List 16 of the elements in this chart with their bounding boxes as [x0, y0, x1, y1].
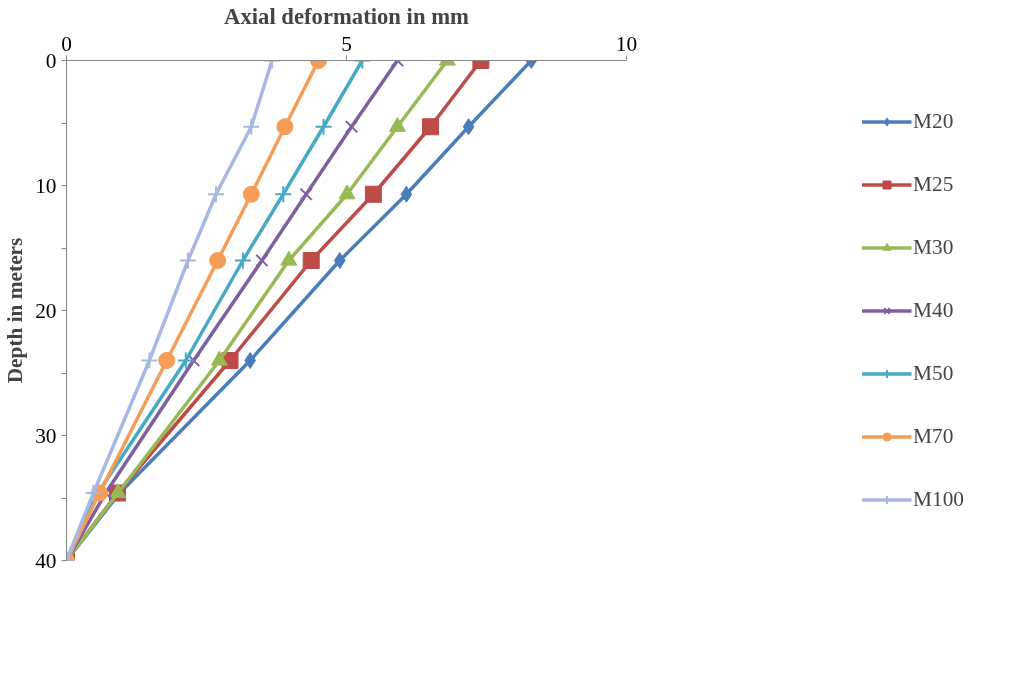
x-axis-title: Axial deformation in mm — [224, 3, 470, 29]
y-tick-label: 20 — [35, 298, 57, 323]
y-axis-title: Depth in meters — [3, 237, 28, 384]
y-tick-label: 40 — [35, 548, 57, 573]
legend-label: M30 — [913, 234, 955, 260]
legend-label: M20 — [913, 108, 955, 134]
x-tick-label: 5 — [341, 31, 352, 56]
legend-label: M40 — [913, 297, 955, 323]
legend-label: M70 — [913, 423, 955, 449]
y-tick-label: 0 — [45, 48, 57, 73]
legend-label: M25 — [913, 171, 955, 197]
legend-label: M50 — [913, 360, 955, 386]
y-tick-label: 30 — [35, 423, 57, 448]
legend-label: M100 — [913, 486, 964, 512]
y-tick-label: 10 — [35, 173, 57, 198]
x-tick-label: 10 — [615, 31, 638, 56]
